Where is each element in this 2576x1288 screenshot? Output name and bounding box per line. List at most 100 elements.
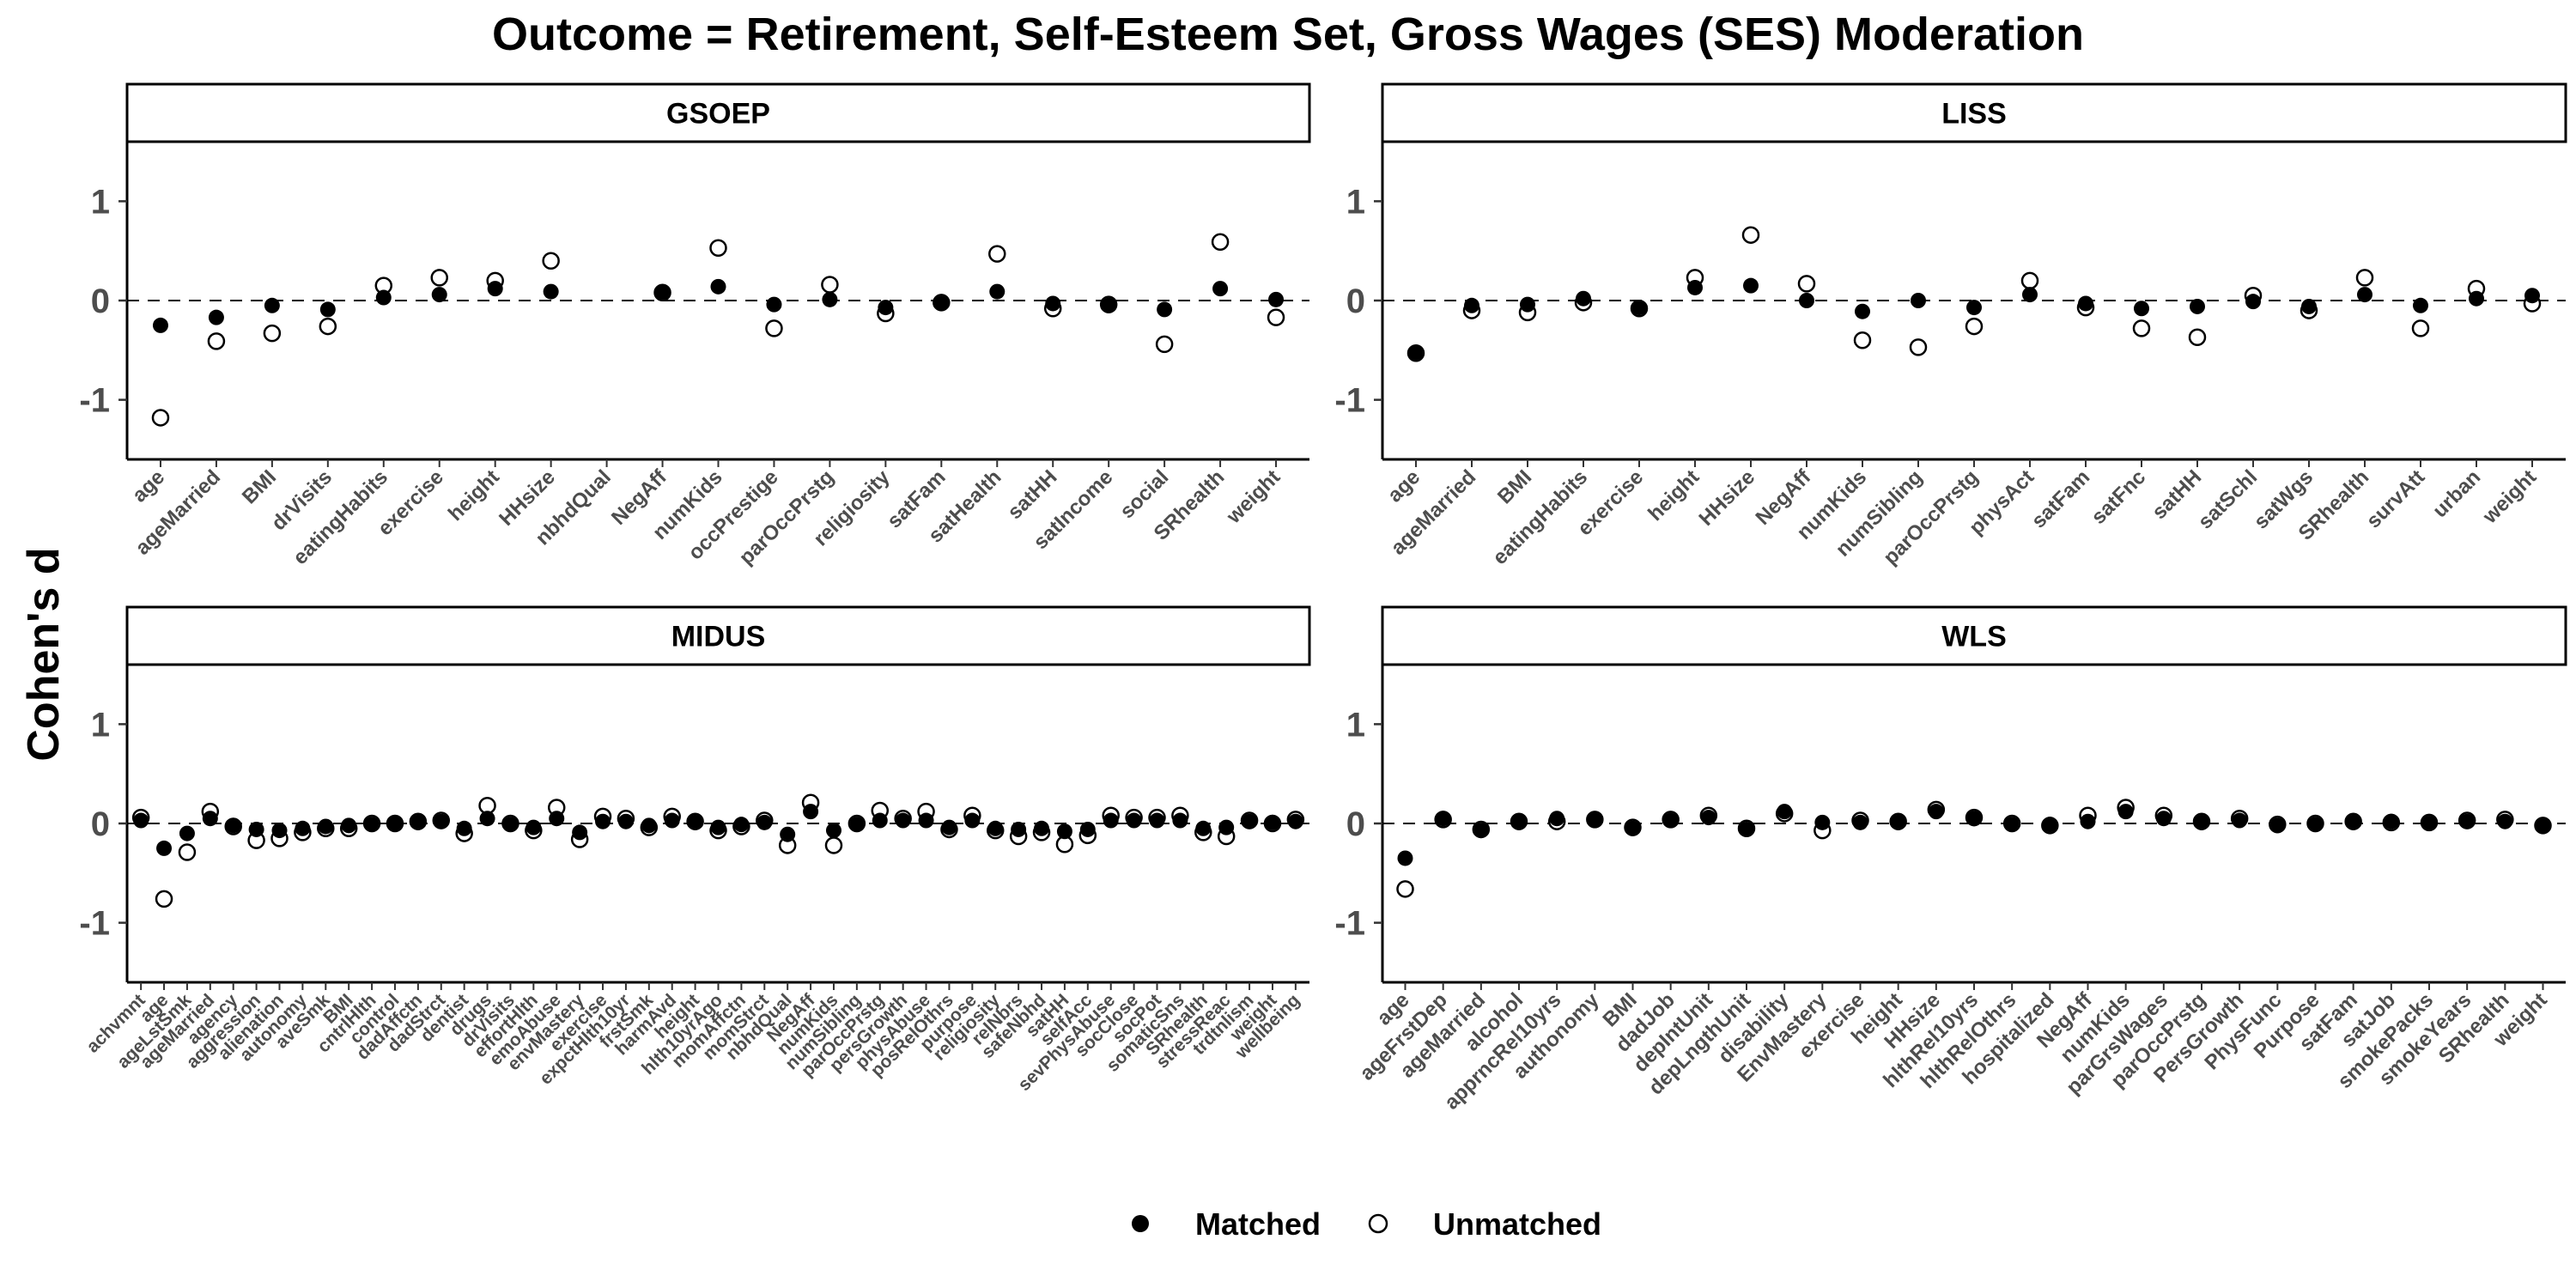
point-matched xyxy=(687,814,703,830)
point-matched xyxy=(572,824,588,841)
point-unmatched xyxy=(1741,226,1760,244)
point-matched xyxy=(2078,295,2093,312)
point-matched xyxy=(1212,281,1229,297)
x-tick-label: BMI xyxy=(1493,465,1536,508)
point-matched xyxy=(1435,811,1451,827)
point-matched xyxy=(2269,817,2286,834)
point-matched xyxy=(433,813,449,829)
point-matched xyxy=(2080,813,2096,829)
chart-title: Outcome = Retirement, Self-Esteem Set, G… xyxy=(492,9,2084,60)
point-matched xyxy=(733,817,750,833)
point-matched xyxy=(1242,813,1258,829)
x-tick-label: height xyxy=(444,465,504,526)
point-matched xyxy=(318,818,334,835)
point-matched xyxy=(179,825,195,841)
point-matched xyxy=(2134,301,2149,317)
point-matched xyxy=(803,804,819,820)
point-unmatched xyxy=(765,319,783,337)
point-matched xyxy=(1056,823,1072,840)
point-matched xyxy=(756,814,773,830)
point-matched xyxy=(933,295,950,312)
point-matched xyxy=(1101,297,1117,313)
point-matched xyxy=(2245,294,2261,310)
point-matched xyxy=(487,281,503,297)
point-matched xyxy=(1928,804,1944,820)
point-matched xyxy=(208,309,224,325)
point-matched xyxy=(1397,850,1413,866)
point-unmatched xyxy=(1909,338,1928,356)
point-matched xyxy=(1520,296,1535,313)
point-matched xyxy=(341,817,357,834)
point-matched xyxy=(2383,813,2399,829)
point-matched xyxy=(1511,813,1527,829)
x-tick-label: age xyxy=(128,465,169,507)
point-unmatched xyxy=(821,276,839,294)
x-tick-label: weight xyxy=(1222,465,1285,529)
point-matched xyxy=(872,812,888,829)
point-matched xyxy=(595,813,611,829)
point-matched xyxy=(1631,300,1647,316)
point-matched xyxy=(456,820,472,836)
point-matched xyxy=(766,296,782,313)
point-matched xyxy=(848,817,865,833)
x-tick-label: urban xyxy=(2428,465,2485,522)
point-matched xyxy=(941,819,957,835)
point-matched xyxy=(2004,817,2020,833)
point-matched xyxy=(822,291,838,307)
point-unmatched xyxy=(430,269,448,287)
point-matched xyxy=(1172,812,1188,829)
facet-strip xyxy=(125,82,1311,143)
point-matched xyxy=(1473,823,1489,839)
point-unmatched xyxy=(155,890,173,908)
point-matched xyxy=(479,811,495,827)
y-tick-label: -1 xyxy=(1334,382,1365,420)
point-matched xyxy=(1662,812,1679,829)
point-matched xyxy=(654,284,671,301)
point-matched xyxy=(156,840,173,856)
point-unmatched xyxy=(2411,319,2430,337)
x-tick-label: satSchl xyxy=(2194,465,2262,533)
legend-label: Matched xyxy=(1195,1206,1321,1242)
point-matched xyxy=(710,819,726,835)
point-matched xyxy=(271,823,288,839)
point-matched xyxy=(1157,301,1173,318)
point-matched xyxy=(1218,819,1235,835)
point-matched xyxy=(2413,297,2428,313)
point-matched xyxy=(2307,817,2324,833)
y-tick-label: 1 xyxy=(1346,706,1365,744)
y-tick-label: -1 xyxy=(1334,905,1365,943)
legend-label: Unmatched xyxy=(1433,1206,1601,1242)
x-tick-label: HHsize xyxy=(1695,465,1760,531)
point-matched xyxy=(710,278,726,295)
point-matched xyxy=(1149,812,1165,829)
point-matched xyxy=(1576,290,1591,307)
y-tick-label: 1 xyxy=(91,706,110,744)
point-matched xyxy=(526,819,542,835)
point-matched xyxy=(364,817,380,833)
facet-strip xyxy=(1381,605,2567,666)
point-matched xyxy=(2497,813,2513,829)
point-unmatched xyxy=(1797,275,1816,293)
facet-strip-label: MIDUS xyxy=(671,621,766,653)
point-matched xyxy=(641,817,657,834)
point-matched xyxy=(964,812,981,829)
point-matched xyxy=(2524,288,2540,304)
point-matched xyxy=(1777,804,1793,820)
point-unmatched xyxy=(542,252,560,270)
point-matched xyxy=(2469,290,2484,307)
point-matched xyxy=(1587,811,1603,828)
facet-strip xyxy=(1381,82,2567,143)
point-unmatched xyxy=(2020,271,2039,290)
point-unmatched xyxy=(1267,308,1285,326)
point-matched xyxy=(264,297,280,313)
x-tick-label: satFam xyxy=(2027,465,2095,533)
point-unmatched xyxy=(1155,335,1174,354)
point-matched xyxy=(1966,300,1982,316)
point-matched xyxy=(2155,811,2172,827)
point-unmatched xyxy=(824,836,843,854)
legend-key-unmatched xyxy=(1368,1213,1388,1234)
panel-midus: MIDUS-101achvmntageageLstSmkageMarriedag… xyxy=(79,605,1311,1095)
point-matched xyxy=(617,813,634,829)
